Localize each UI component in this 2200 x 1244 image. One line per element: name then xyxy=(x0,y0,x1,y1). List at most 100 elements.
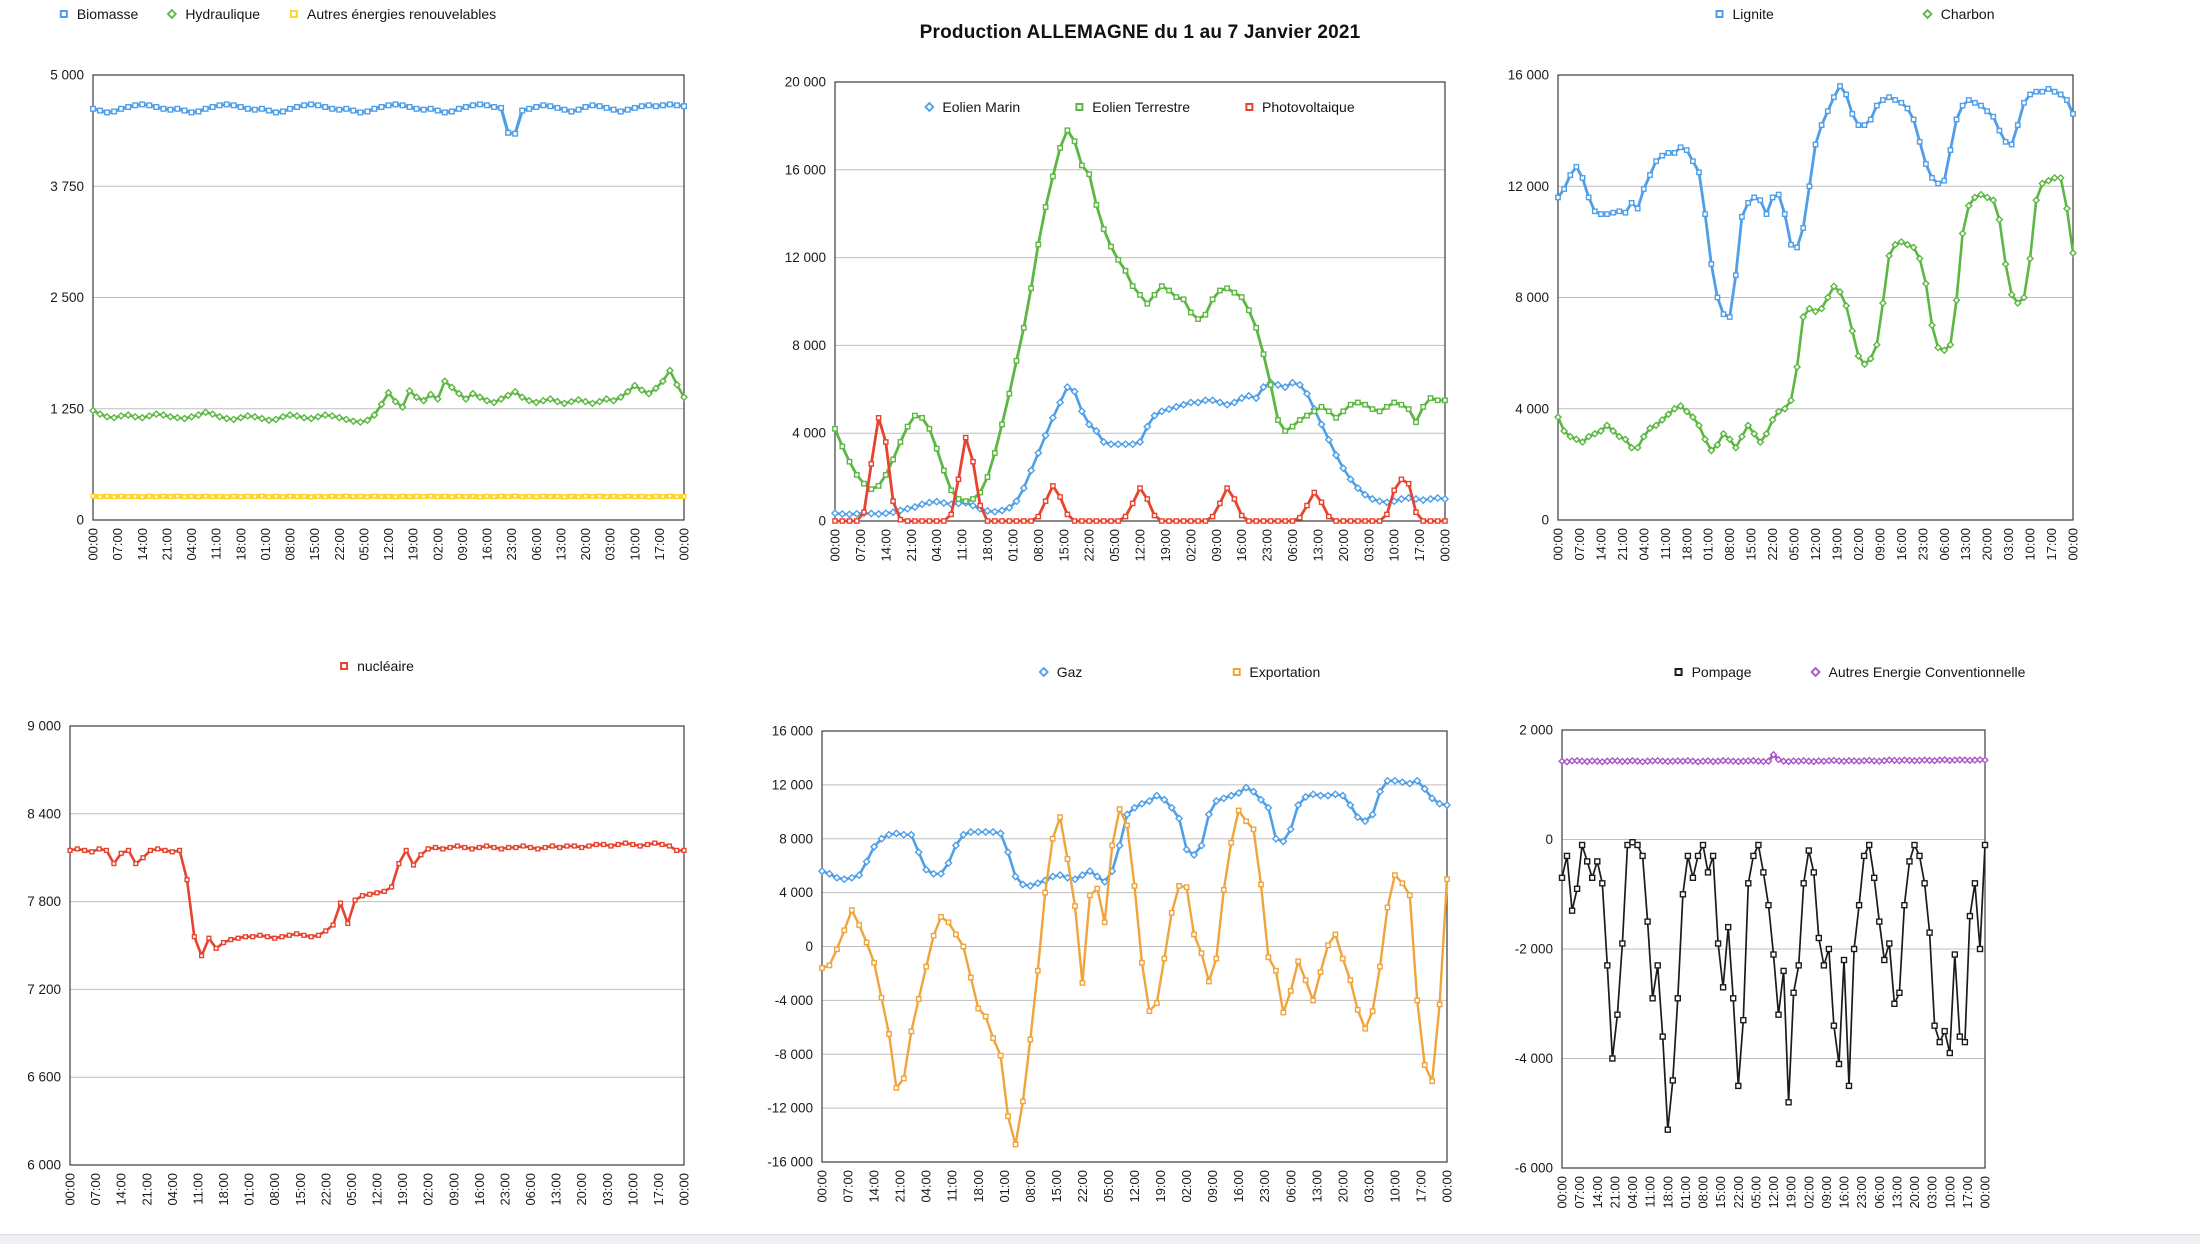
x-tick-label: 22:00 xyxy=(318,1173,333,1206)
x-tick-label: 03:00 xyxy=(2001,528,2016,561)
x-tick-label: 14:00 xyxy=(114,1173,129,1206)
eolien-marin-diamond-marker-icon xyxy=(924,101,935,113)
x-tick-label: 01:00 xyxy=(1701,528,1716,561)
x-tick-label: 00:00 xyxy=(1551,528,1566,561)
plot-border xyxy=(821,730,1448,1163)
x-tick-label: 15:00 xyxy=(1049,1170,1064,1203)
x-tick-label: 22:00 xyxy=(332,528,347,561)
legend-gaz-exportation: Gaz Exportation xyxy=(1038,664,1320,680)
y-tick-label: 1 250 xyxy=(50,401,84,416)
x-tick-label: 02:00 xyxy=(1851,528,1866,561)
x-tick-label: 21:00 xyxy=(904,529,919,562)
y-tick-label: 0 xyxy=(805,939,813,954)
series-exportation xyxy=(819,806,1450,1148)
x-tick-label: 11:00 xyxy=(955,529,970,561)
legend-item-photovoltaique: Photovoltaique xyxy=(1244,99,1355,115)
plot-border xyxy=(92,74,685,521)
y-tick-label: 7 200 xyxy=(27,982,61,997)
x-tick-label: 19:00 xyxy=(1153,1170,1168,1203)
x-tick-label: 07:00 xyxy=(1572,528,1587,561)
x-tick-label: 22:00 xyxy=(1082,529,1097,562)
hydraulique-diamond-marker-icon xyxy=(167,8,178,20)
x-tick-label: 19:00 xyxy=(1158,529,1173,562)
x-tick-label: 09:00 xyxy=(446,1173,461,1206)
series-autres-energie-conventionnelle xyxy=(1558,750,1989,766)
x-tick-label: 00:00 xyxy=(815,1170,830,1203)
x-tick-label: 18:00 xyxy=(1660,1176,1675,1209)
x-tick-label: 03:00 xyxy=(1925,1176,1940,1209)
legend-label: Eolien Marin xyxy=(942,99,1021,115)
legend-item-nucleaire: nucléaire xyxy=(340,658,414,674)
x-tick-label: 06:00 xyxy=(523,1173,538,1206)
x-tick-label: 08:00 xyxy=(1722,528,1737,561)
x-tick-label: 23:00 xyxy=(1257,1170,1272,1203)
legend-label: Autres énergies renouvelables xyxy=(307,6,497,22)
x-tick-label: 03:00 xyxy=(603,528,618,561)
x-tick-label: 20:00 xyxy=(1335,1170,1350,1203)
x-tick-label: 02:00 xyxy=(1801,1176,1816,1209)
legend-item-autres-energies-renouvelables: Autres énergies renouvelables xyxy=(290,6,496,22)
y-tick-label: -6 000 xyxy=(1515,1161,1553,1176)
x-tick-label: 03:00 xyxy=(600,1173,615,1206)
x-tick-label: 11:00 xyxy=(1658,528,1673,560)
x-tick-label: 10:00 xyxy=(625,1173,640,1206)
y-tick-label: 5 000 xyxy=(50,68,84,83)
series-charbon xyxy=(1554,173,2077,455)
y-tick-label: 3 750 xyxy=(50,179,84,194)
legend-item-hydraulique: Hydraulique xyxy=(167,6,260,22)
y-tick-label: -4 000 xyxy=(775,993,813,1008)
x-tick-label: 04:00 xyxy=(1636,528,1651,561)
x-tick-label: 00:00 xyxy=(677,1173,692,1206)
chart-gaz-exportation: 16 000 12 000 8 000 4 000 0 -4 000 -8 000 -12 0… xyxy=(767,724,1454,1203)
x-tick-label: 12:00 xyxy=(1808,528,1823,561)
x-tick-label: 17:00 xyxy=(1960,1176,1975,1209)
x-tick-label: 18:00 xyxy=(233,528,248,561)
x-tick-label: 01:00 xyxy=(258,528,273,561)
legend-item-lignite: Lignite xyxy=(1715,6,1774,22)
exportation-square-marker-icon xyxy=(1232,668,1241,676)
x-tick-label: 00:00 xyxy=(63,1173,78,1206)
x-tick-label: 05:00 xyxy=(1787,528,1802,561)
x-tick-label: 06:00 xyxy=(1872,1176,1887,1209)
lignite-square-marker-icon xyxy=(1715,10,1724,18)
y-tick-label: 4 000 xyxy=(1515,401,1549,416)
y-tick-label: 12 000 xyxy=(772,777,813,792)
x-tick-label: 16:00 xyxy=(1894,528,1909,561)
x-tick-label: 07:00 xyxy=(853,529,868,562)
x-tick-label: 15:00 xyxy=(1744,528,1759,561)
nucleaire-square-marker-icon xyxy=(340,662,349,670)
x-tick-label: 13:00 xyxy=(1889,1176,1904,1209)
legend-item-biomasse: Biomasse xyxy=(59,6,138,22)
plot-border xyxy=(69,725,685,1166)
y-tick-label: -2 000 xyxy=(1515,942,1553,957)
y-tick-label: 6 600 xyxy=(27,1070,61,1085)
x-tick-label: 12:00 xyxy=(1127,1170,1142,1203)
y-tick-label: -8 000 xyxy=(775,1047,813,1062)
legend-lignite-charbon: Lignite Charbon xyxy=(1715,6,1994,22)
pompage-square-marker-icon xyxy=(1674,668,1683,676)
x-tick-label: 22:00 xyxy=(1765,528,1780,561)
x-tick-label: 08:00 xyxy=(267,1173,282,1206)
x-tick-label: 11:00 xyxy=(945,1170,960,1202)
autres-energies-renouvelables-square-marker-icon xyxy=(290,10,299,18)
series-eolien-terrestre xyxy=(832,127,1448,505)
legend-item-eolien-marin: Eolien Marin xyxy=(924,99,1021,115)
x-tick-label: 12:00 xyxy=(1133,529,1148,562)
x-tick-label: 05:00 xyxy=(356,528,371,561)
y-tick-label: 16 000 xyxy=(1508,68,1549,83)
x-tick-label: 14:00 xyxy=(867,1170,882,1203)
x-tick-label: 01:00 xyxy=(242,1173,257,1206)
y-tick-label: 7 800 xyxy=(27,894,61,909)
x-tick-label: 21:00 xyxy=(1615,528,1630,561)
legend-nucleaire: nucléaire xyxy=(340,658,414,674)
x-tick-label: 16:00 xyxy=(1837,1176,1852,1209)
x-tick-label: 14:00 xyxy=(135,528,150,561)
x-tick-label: 11:00 xyxy=(209,528,224,560)
series-hydraulique xyxy=(89,366,688,427)
series-pompage xyxy=(1558,839,1989,1133)
x-tick-label: 20:00 xyxy=(1907,1176,1922,1209)
y-tick-label: 8 400 xyxy=(27,806,61,821)
